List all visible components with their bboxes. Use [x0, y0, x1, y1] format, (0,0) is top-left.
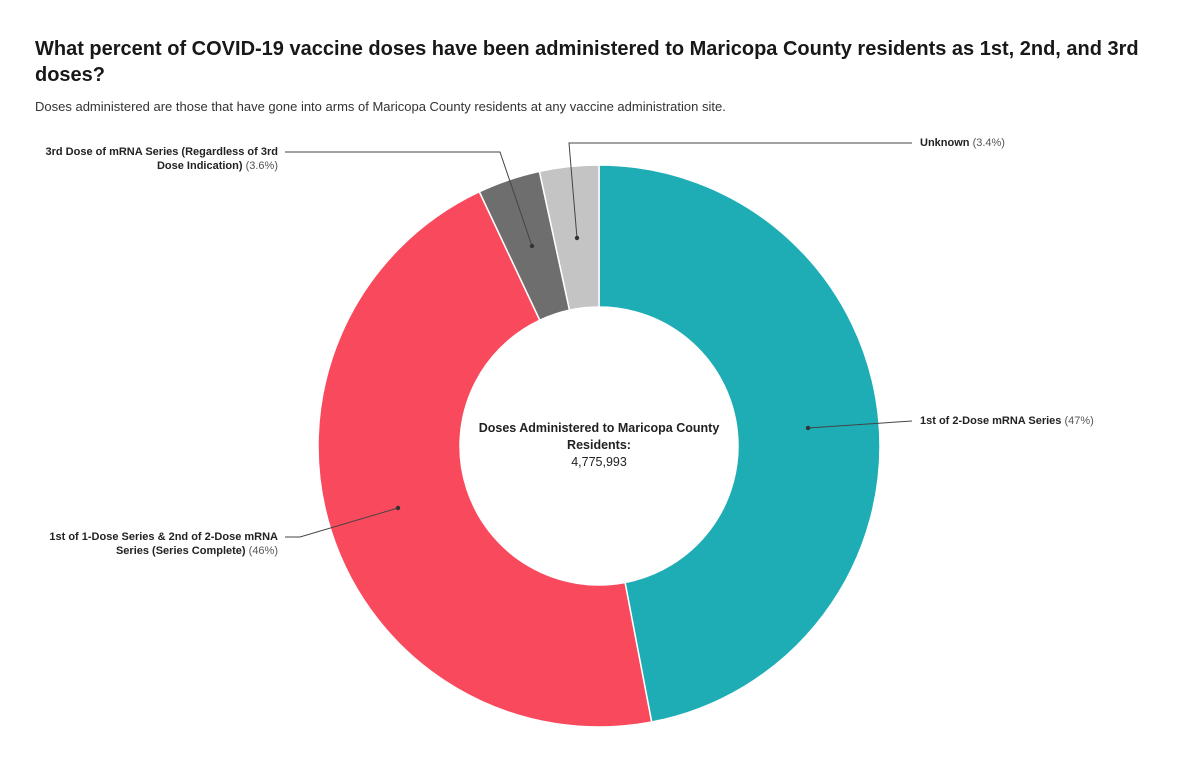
slice-label: 1st of 1-Dose Series & 2nd of 2-Dose mRN… [49, 531, 278, 557]
donut-slice[interactable] [317, 190, 653, 728]
donut-slice[interactable] [538, 164, 600, 312]
center-title: Doses Administered to Maricopa County Re… [478, 421, 720, 452]
slice-label: Unknown [920, 137, 970, 149]
donut-center-label: Doses Administered to Maricopa County Re… [459, 420, 739, 471]
slice-pct: (3.6%) [245, 160, 278, 172]
label-series-complete: 1st of 1-Dose Series & 2nd of 2-Dose mRN… [20, 530, 278, 558]
leader-line [807, 420, 913, 429]
slice-pct: (3.4%) [972, 137, 1005, 149]
slice-label: 3rd Dose of mRNA Series (Regardless of 3… [45, 146, 279, 172]
chart-subtitle: Doses administered are those that have g… [35, 99, 726, 114]
leader-line [285, 507, 399, 538]
donut-slice[interactable] [598, 164, 881, 723]
leader-dot [574, 235, 580, 241]
leader-dot [529, 243, 535, 249]
label-unknown: Unknown (3.4%) [920, 136, 1005, 150]
leader-line [285, 151, 533, 247]
slice-pct: (47%) [1064, 415, 1094, 427]
center-value: 4,775,993 [571, 455, 627, 469]
leader-dot [805, 425, 811, 431]
slice-label: 1st of 2-Dose mRNA Series [920, 415, 1062, 427]
leader-line [568, 142, 912, 239]
chart-title: What percent of COVID-19 vaccine doses h… [35, 38, 1139, 86]
leader-dot [395, 505, 401, 511]
label-third-dose: 3rd Dose of mRNA Series (Regardless of 3… [20, 145, 279, 173]
slice-pct: (46%) [248, 545, 278, 557]
label-first-of-two: 1st of 2-Dose mRNA Series (47%) [920, 414, 1094, 428]
